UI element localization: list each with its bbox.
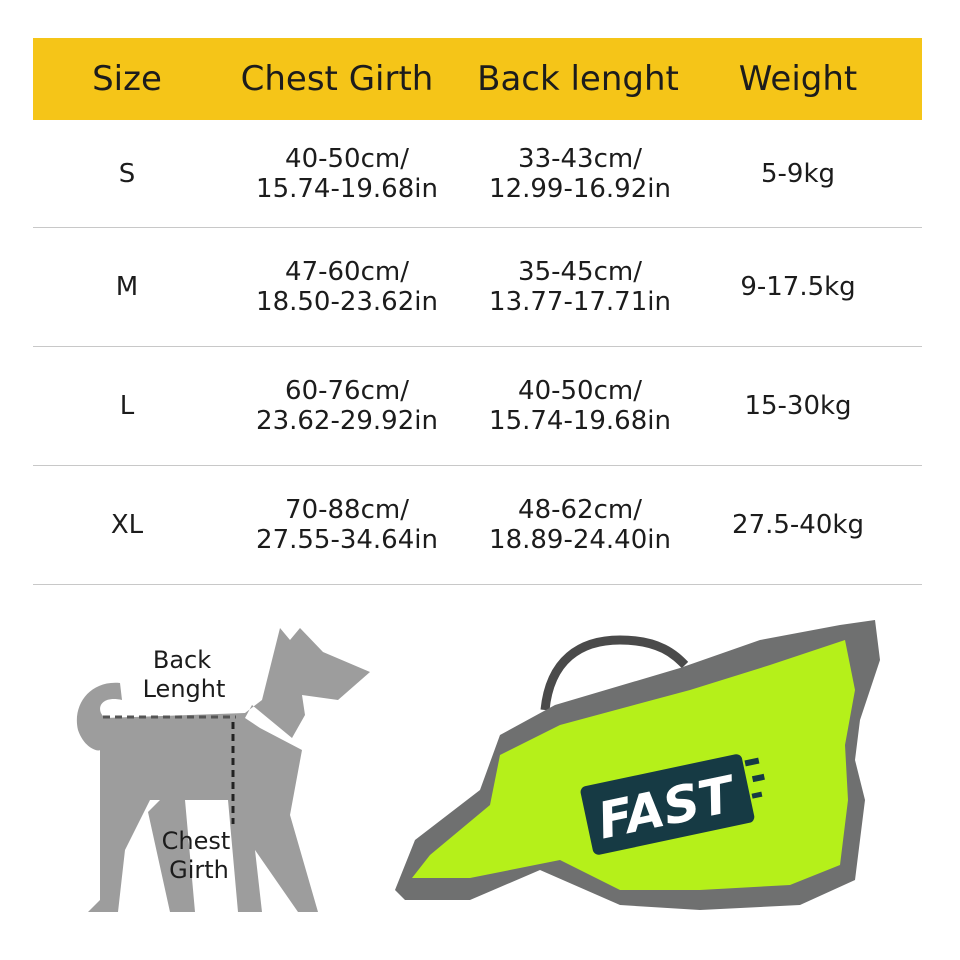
back-cell: 40-50cm/15.74-19.68in (489, 376, 671, 436)
chest-in: 27.55-34.64in (256, 525, 438, 555)
chest-cell: 70-88cm/27.55-34.64in (256, 495, 438, 555)
chest-cm: 40-50cm/ (285, 143, 409, 174)
dog-measurement-diagram: Back Lenght Chest Girth (76, 628, 370, 912)
chest-in: 18.50-23.62in (256, 287, 438, 317)
size-cell: S (118, 158, 136, 189)
life-vest-product: FAST (395, 620, 880, 910)
size-cell: XL (110, 510, 144, 540)
chest-cm: 70-88cm/ (285, 495, 409, 525)
vest-body (412, 640, 855, 890)
dog-silhouette-icon (76, 628, 370, 912)
chest-cm: 47-60cm/ (285, 257, 409, 287)
weight-cell: 15-30kg (744, 391, 852, 421)
table-header: Size Chest Girth Back lenght Weight (33, 38, 922, 120)
back-cell: 48-62cm/18.89-24.40in (489, 495, 671, 555)
back-cell: 35-45cm/13.77-17.71in (489, 257, 671, 317)
header-back-length: Back lenght (477, 59, 679, 99)
chest-cell: 40-50cm/15.74-19.68in (256, 144, 438, 204)
table-row-s: S 40-50cm/15.74-19.68in 33-43cm/12.99-16… (33, 120, 922, 228)
back-cm: 33-43cm/ (518, 143, 642, 174)
back-label: Back (153, 646, 211, 674)
header-chest-girth: Chest Girth (240, 59, 434, 99)
size-cell: M (115, 272, 139, 302)
chest-in: 15.74-19.68in (256, 173, 438, 204)
illustration: Back Lenght Chest Girth FAST (76, 620, 880, 912)
back-in: 15.74-19.68in (489, 406, 671, 436)
back-cm: 35-45cm/ (518, 257, 642, 287)
back-in: 12.99-16.92in (489, 173, 671, 204)
chest-cell: 60-76cm/23.62-29.92in (256, 376, 438, 436)
chest-label-2: Girth (169, 856, 229, 884)
header-size: Size (92, 59, 162, 99)
back-cm: 48-62cm/ (518, 495, 642, 525)
table-row-l: L 60-76cm/23.62-29.92in 40-50cm/15.74-19… (33, 347, 922, 466)
back-cell: 33-43cm/12.99-16.92in (489, 144, 671, 204)
weight-cell: 27.5-40kg (732, 510, 864, 540)
back-in: 18.89-24.40in (489, 525, 671, 555)
table-row-xl: XL 70-88cm/27.55-34.64in 48-62cm/18.89-2… (33, 466, 922, 585)
weight-cell: 9-17.5kg (740, 272, 856, 302)
vest-handle (540, 635, 689, 711)
back-label-2: Lenght (143, 675, 226, 703)
weight-cell: 5-9kg (760, 158, 836, 189)
table-row-m: M 47-60cm/18.50-23.62in 35-45cm/13.77-17… (33, 228, 922, 347)
chest-in: 23.62-29.92in (256, 406, 438, 436)
chest-label: Chest (162, 827, 231, 855)
header-weight: Weight (738, 59, 858, 99)
size-cell: L (119, 391, 135, 421)
back-in: 13.77-17.71in (489, 287, 671, 317)
back-cm: 40-50cm/ (518, 376, 642, 406)
chest-cm: 60-76cm/ (285, 376, 409, 406)
chest-cell: 47-60cm/18.50-23.62in (256, 257, 438, 317)
fast-logo: FAST (580, 754, 765, 855)
